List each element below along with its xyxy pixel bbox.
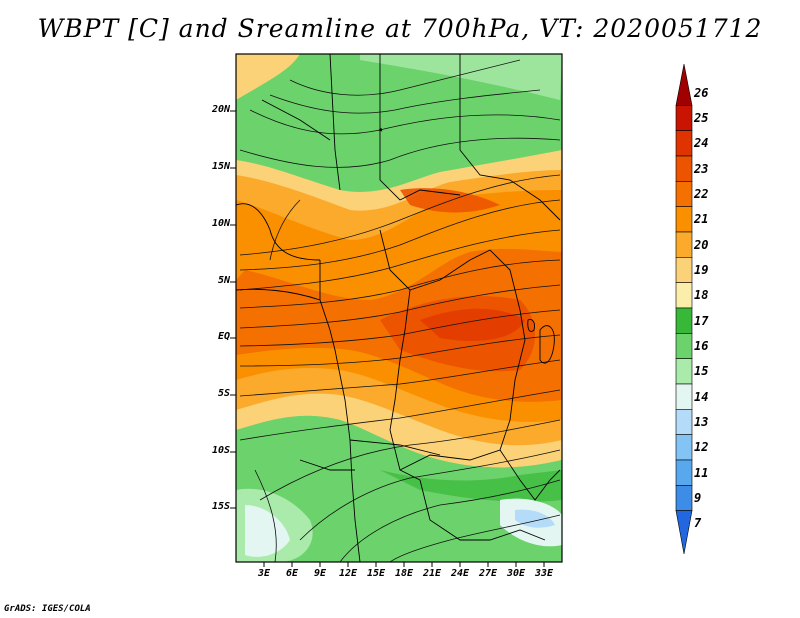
lon-label-30e: 30E	[506, 568, 526, 579]
colorbar-swatch	[675, 105, 693, 131]
colorbar-label: 24	[694, 136, 709, 151]
streamlines	[239, 59, 561, 562]
lat-label-10s: 10S	[211, 445, 230, 456]
colorbar-swatch	[675, 307, 693, 334]
colorbar-swatch	[675, 485, 693, 511]
colorbar-label: 11	[694, 465, 709, 480]
colorbar	[675, 63, 693, 555]
lon-ticks	[263, 562, 545, 567]
lon-label-21e: 21E	[422, 568, 442, 579]
lat-label-10n: 10N	[211, 218, 230, 229]
colorbar-label: 21	[694, 212, 709, 227]
colorbar-label: 17	[694, 313, 709, 328]
colorbar-label: 20	[694, 237, 709, 252]
lon-label-6e: 6E	[285, 568, 299, 579]
colorbar-label: 7	[694, 516, 702, 531]
lon-label-27e: 27E	[478, 568, 498, 579]
colorbar-swatch	[675, 63, 693, 106]
colorbar-label: 26	[694, 85, 709, 100]
colorbar-label: 25	[694, 111, 709, 125]
lon-label-15e: 15E	[366, 568, 386, 579]
colorbar-swatch	[675, 459, 693, 486]
colorbar-swatch	[675, 130, 693, 157]
colorbar-label: 18	[694, 288, 709, 303]
lat-label-5s: 5S	[217, 388, 230, 399]
country-borders	[236, 54, 561, 562]
colorbar-label: 22	[694, 187, 709, 201]
colorbar-label: 19	[694, 263, 709, 277]
lat-label-15s: 15S	[211, 501, 230, 512]
colorbar-swatch	[675, 181, 693, 207]
lon-label-24e: 24E	[450, 568, 470, 579]
colorbar-swatch	[675, 231, 693, 258]
lon-label-33e: 33E	[534, 568, 554, 579]
lat-label-5n: 5N	[217, 275, 230, 286]
chart-title: WBPT [C] and Sreamline at 700hPa, VT: 20…	[37, 14, 763, 43]
lat-label-eq: EQ	[217, 331, 230, 342]
colorbar-swatch	[675, 510, 693, 555]
colorbar-label: 14	[694, 389, 709, 404]
lat-ticks	[230, 110, 236, 509]
colorbar-swatch	[675, 358, 693, 385]
colorbar-swatch	[675, 409, 693, 435]
colorbar-swatch	[675, 383, 693, 410]
colorbar-swatch	[675, 434, 693, 461]
wbpt-field	[236, 54, 562, 562]
colorbar-label: 16	[694, 339, 709, 353]
map-frame	[235, 53, 563, 563]
colorbar-swatch	[675, 333, 693, 359]
lon-label-18e: 18E	[394, 568, 414, 579]
colorbar-swatch	[675, 206, 693, 233]
lat-label-15n: 15N	[211, 161, 230, 172]
lon-label-12e: 12E	[338, 568, 358, 579]
colorbar-swatch	[675, 282, 693, 309]
colorbar-label: 23	[694, 161, 709, 176]
colorbar-swatch	[675, 155, 693, 182]
lat-label-20n: 20N	[211, 104, 230, 115]
colorbar-label: 12	[694, 440, 709, 455]
grads-credit: GrADS: IGES/COLA	[4, 604, 91, 614]
colorbar-label: 9	[694, 491, 702, 505]
colorbar-label: 13	[694, 415, 709, 429]
lon-label-9e: 9E	[313, 568, 327, 579]
colorbar-swatch	[675, 257, 693, 283]
lon-label-3e: 3E	[257, 568, 271, 579]
colorbar-label: 15	[694, 364, 709, 379]
